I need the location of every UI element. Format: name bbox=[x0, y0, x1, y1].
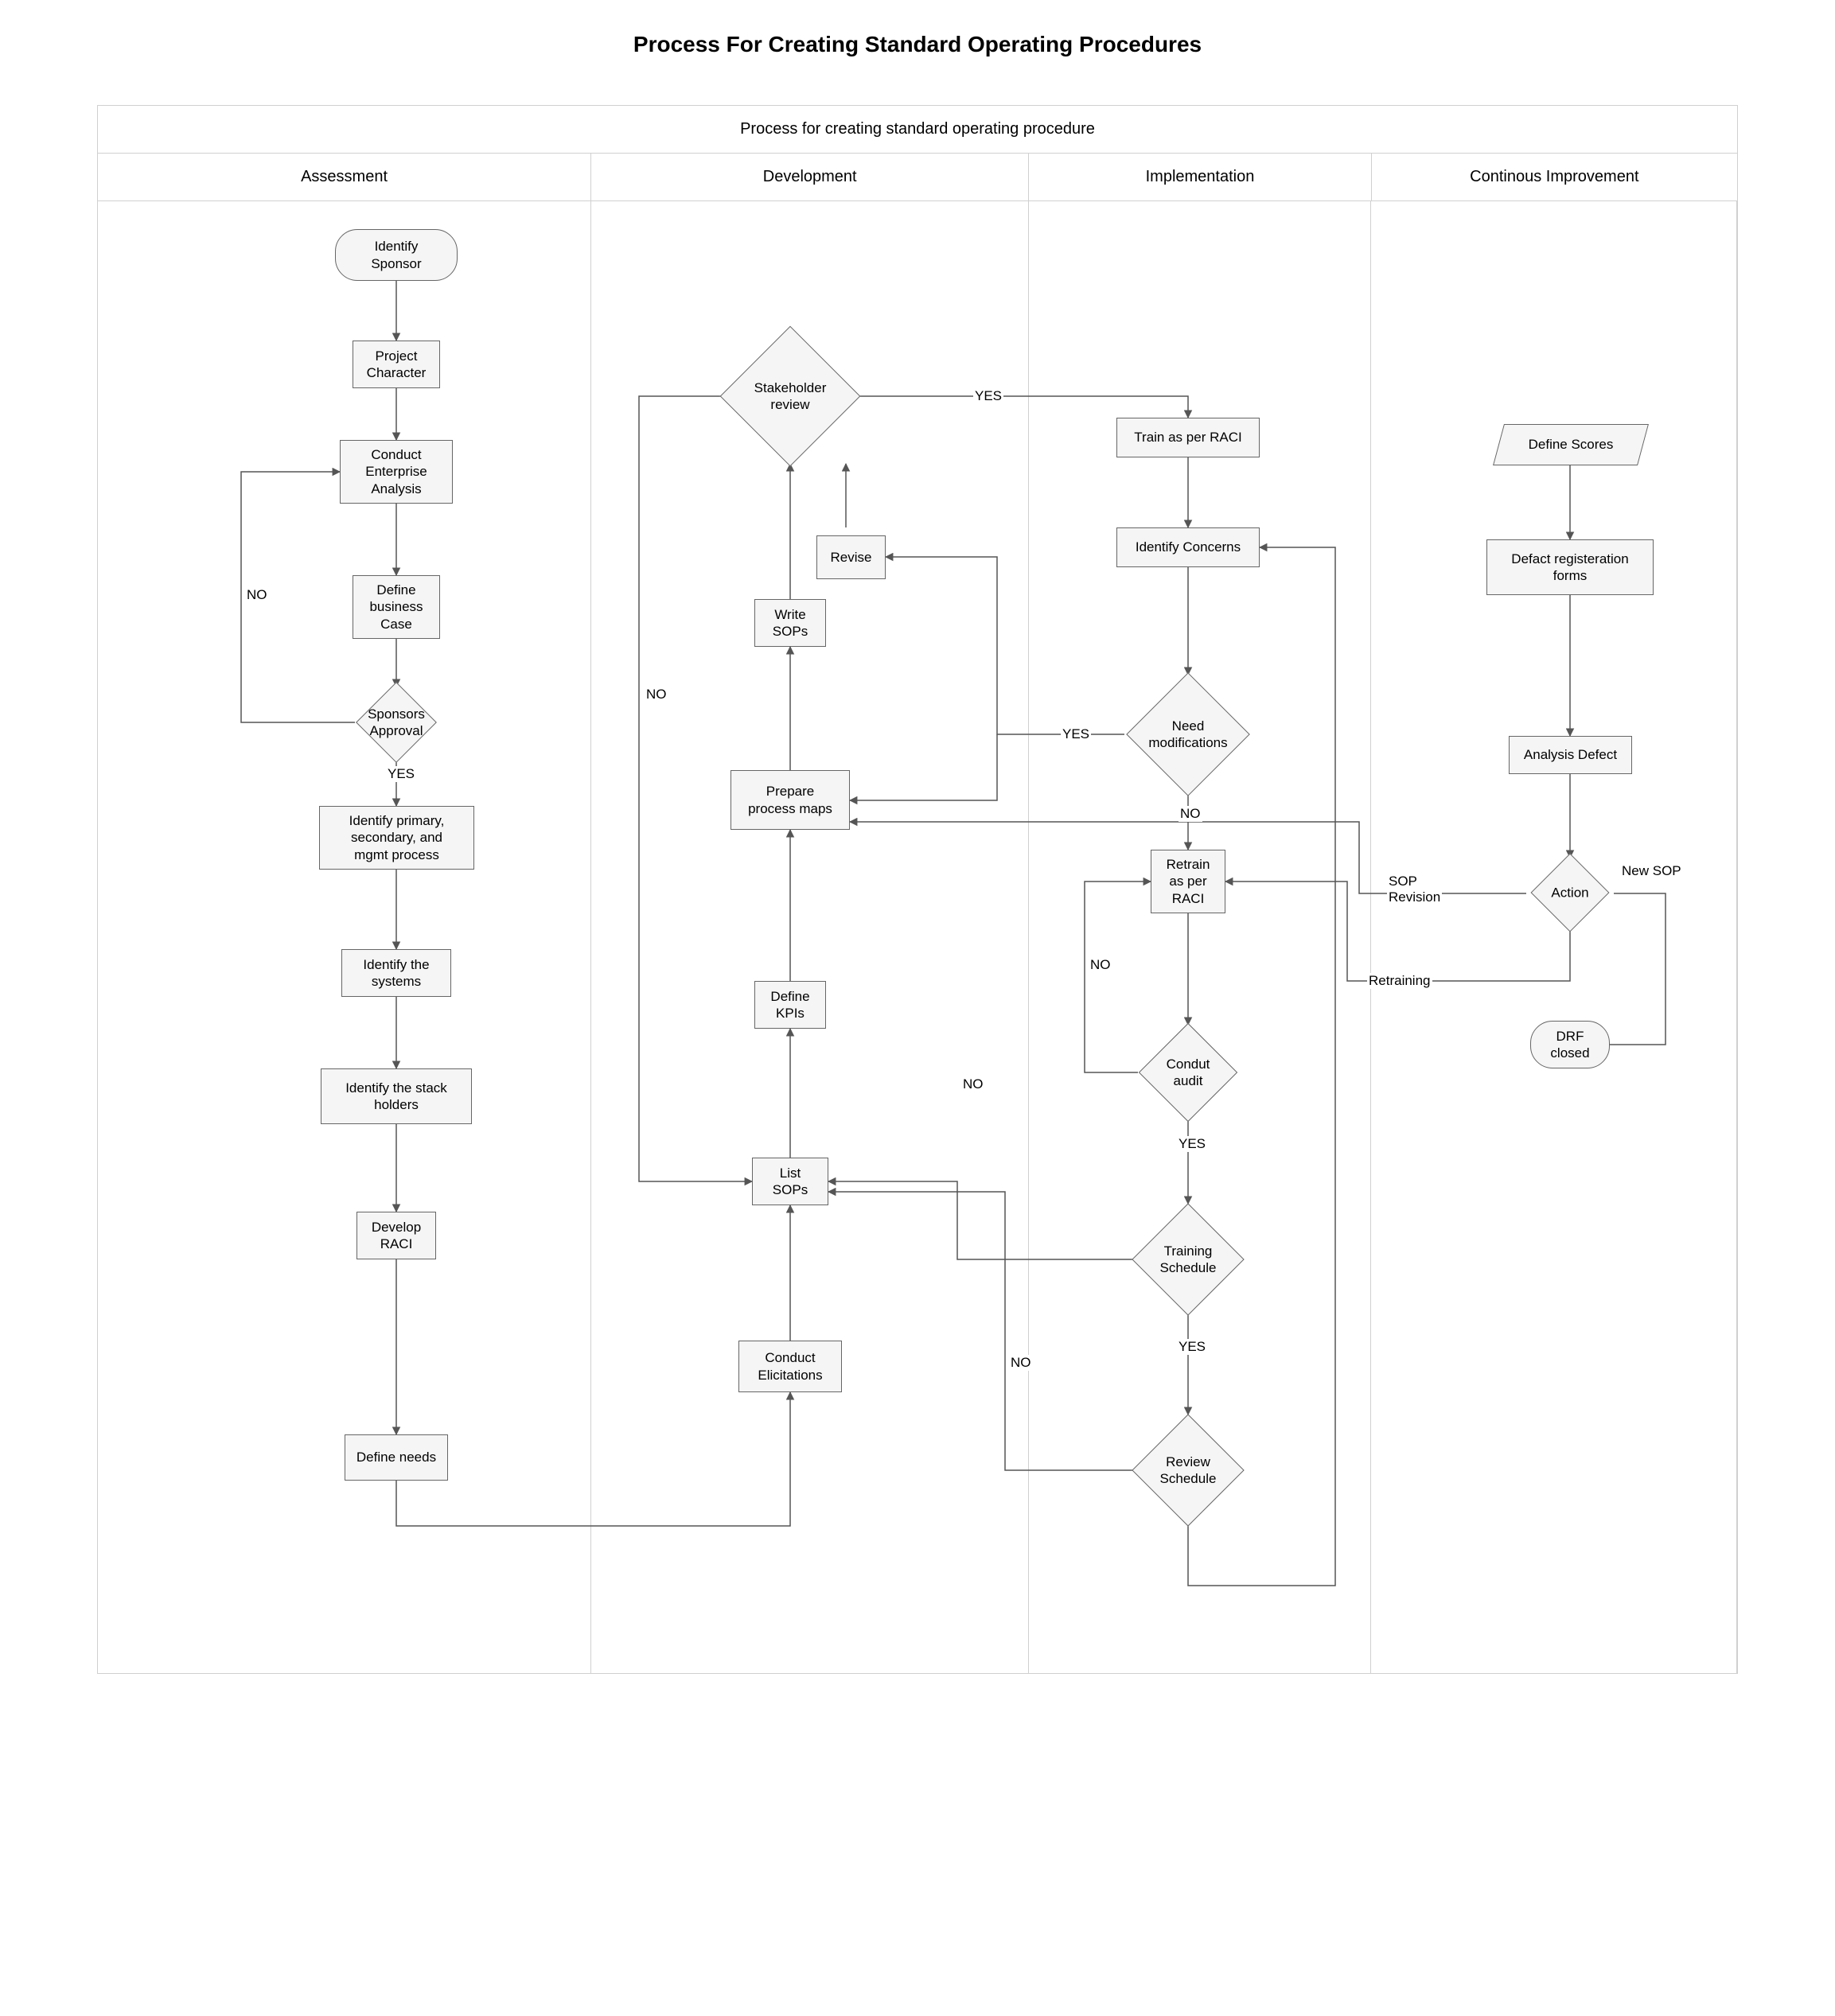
edge-label-yes-5: YES bbox=[1177, 1339, 1207, 1355]
node-analysis-defect: Analysis Defect bbox=[1509, 736, 1632, 774]
node-retrain-raci: Retrain as per RACI bbox=[1151, 850, 1225, 913]
node-conduct-audit: Condut audit bbox=[1138, 1025, 1238, 1120]
edge-label-yes-4: YES bbox=[1177, 1136, 1207, 1152]
edge-label-yes-1: YES bbox=[386, 766, 416, 782]
lane-title-implementation: Implementation bbox=[1029, 154, 1371, 200]
node-conduct-enterprise: Conduct Enterprise Analysis bbox=[340, 440, 453, 504]
lanes-header: Assessment Development Implementation Co… bbox=[98, 154, 1737, 201]
page-title: Process For Creating Standard Operating … bbox=[32, 32, 1803, 57]
node-sponsors-approval: Sponsors Approval bbox=[355, 687, 438, 758]
edge-label-no-1: NO bbox=[245, 587, 269, 603]
node-identify-primary: Identify primary, secondary, and mgmt pr… bbox=[319, 806, 474, 870]
edge-label-new-sop: New SOP bbox=[1620, 863, 1683, 879]
edge-label-yes-3: YES bbox=[1061, 726, 1091, 742]
node-stakeholder-review: Stakeholder review bbox=[721, 327, 859, 465]
node-action: Action bbox=[1526, 858, 1614, 928]
node-identify-concerns: Identify Concerns bbox=[1116, 527, 1260, 567]
node-defect-forms: Defact registeration forms bbox=[1486, 539, 1654, 595]
node-conduct-elicit: Conduct Elicitations bbox=[738, 1341, 842, 1392]
edge-label-sop-revision: SOP Revision bbox=[1387, 874, 1442, 905]
node-need-mods: Need modifications bbox=[1124, 675, 1252, 794]
node-drf-closed: DRF closed bbox=[1530, 1021, 1610, 1068]
node-project-character: Project Character bbox=[353, 341, 440, 388]
node-define-needs: Define needs bbox=[345, 1434, 448, 1481]
lane-title-improvement: Continous Improvement bbox=[1372, 154, 1737, 200]
lanes-body: Identify Sponsor Project Character Condu… bbox=[98, 201, 1737, 1673]
node-develop-raci: Develop RACI bbox=[356, 1212, 436, 1259]
edge-label-no-5: NO bbox=[961, 1076, 985, 1092]
node-identify-sponsor: Identify Sponsor bbox=[335, 229, 458, 281]
lane-title-development: Development bbox=[591, 154, 1029, 200]
node-define-business: Define business Case bbox=[353, 575, 440, 639]
node-review-schedule: Review Schedule bbox=[1132, 1415, 1244, 1526]
node-define-kpis: Define KPIs bbox=[754, 981, 826, 1029]
edge-label-retraining: Retraining bbox=[1367, 973, 1432, 989]
node-write-sops: Write SOPs bbox=[754, 599, 826, 647]
lane-improvement bbox=[1371, 201, 1737, 1673]
lane-title-assessment: Assessment bbox=[98, 154, 591, 200]
node-define-scores: Define Scores bbox=[1493, 424, 1649, 465]
swimlane-container: Process for creating standard operating … bbox=[97, 105, 1738, 1674]
edge-label-no-6: NO bbox=[1009, 1355, 1033, 1371]
node-list-sops: List SOPs bbox=[752, 1158, 828, 1205]
label-define-scores: Define Scores bbox=[1499, 425, 1642, 465]
edge-label-no-4: NO bbox=[1089, 957, 1112, 973]
edge-label-no-3: NO bbox=[1179, 806, 1202, 822]
edge-label-yes-2: YES bbox=[973, 388, 1003, 404]
node-prepare-maps: Prepare process maps bbox=[730, 770, 850, 830]
node-identify-stack: Identify the stack holders bbox=[321, 1068, 472, 1124]
node-training-schedule: Training Schedule bbox=[1132, 1204, 1244, 1315]
node-train-raci: Train as per RACI bbox=[1116, 418, 1260, 457]
node-identify-systems: Identify the systems bbox=[341, 949, 451, 997]
edge-label-no-2: NO bbox=[645, 687, 668, 702]
node-revise: Revise bbox=[816, 535, 886, 579]
container-label: Process for creating standard operating … bbox=[98, 106, 1737, 154]
